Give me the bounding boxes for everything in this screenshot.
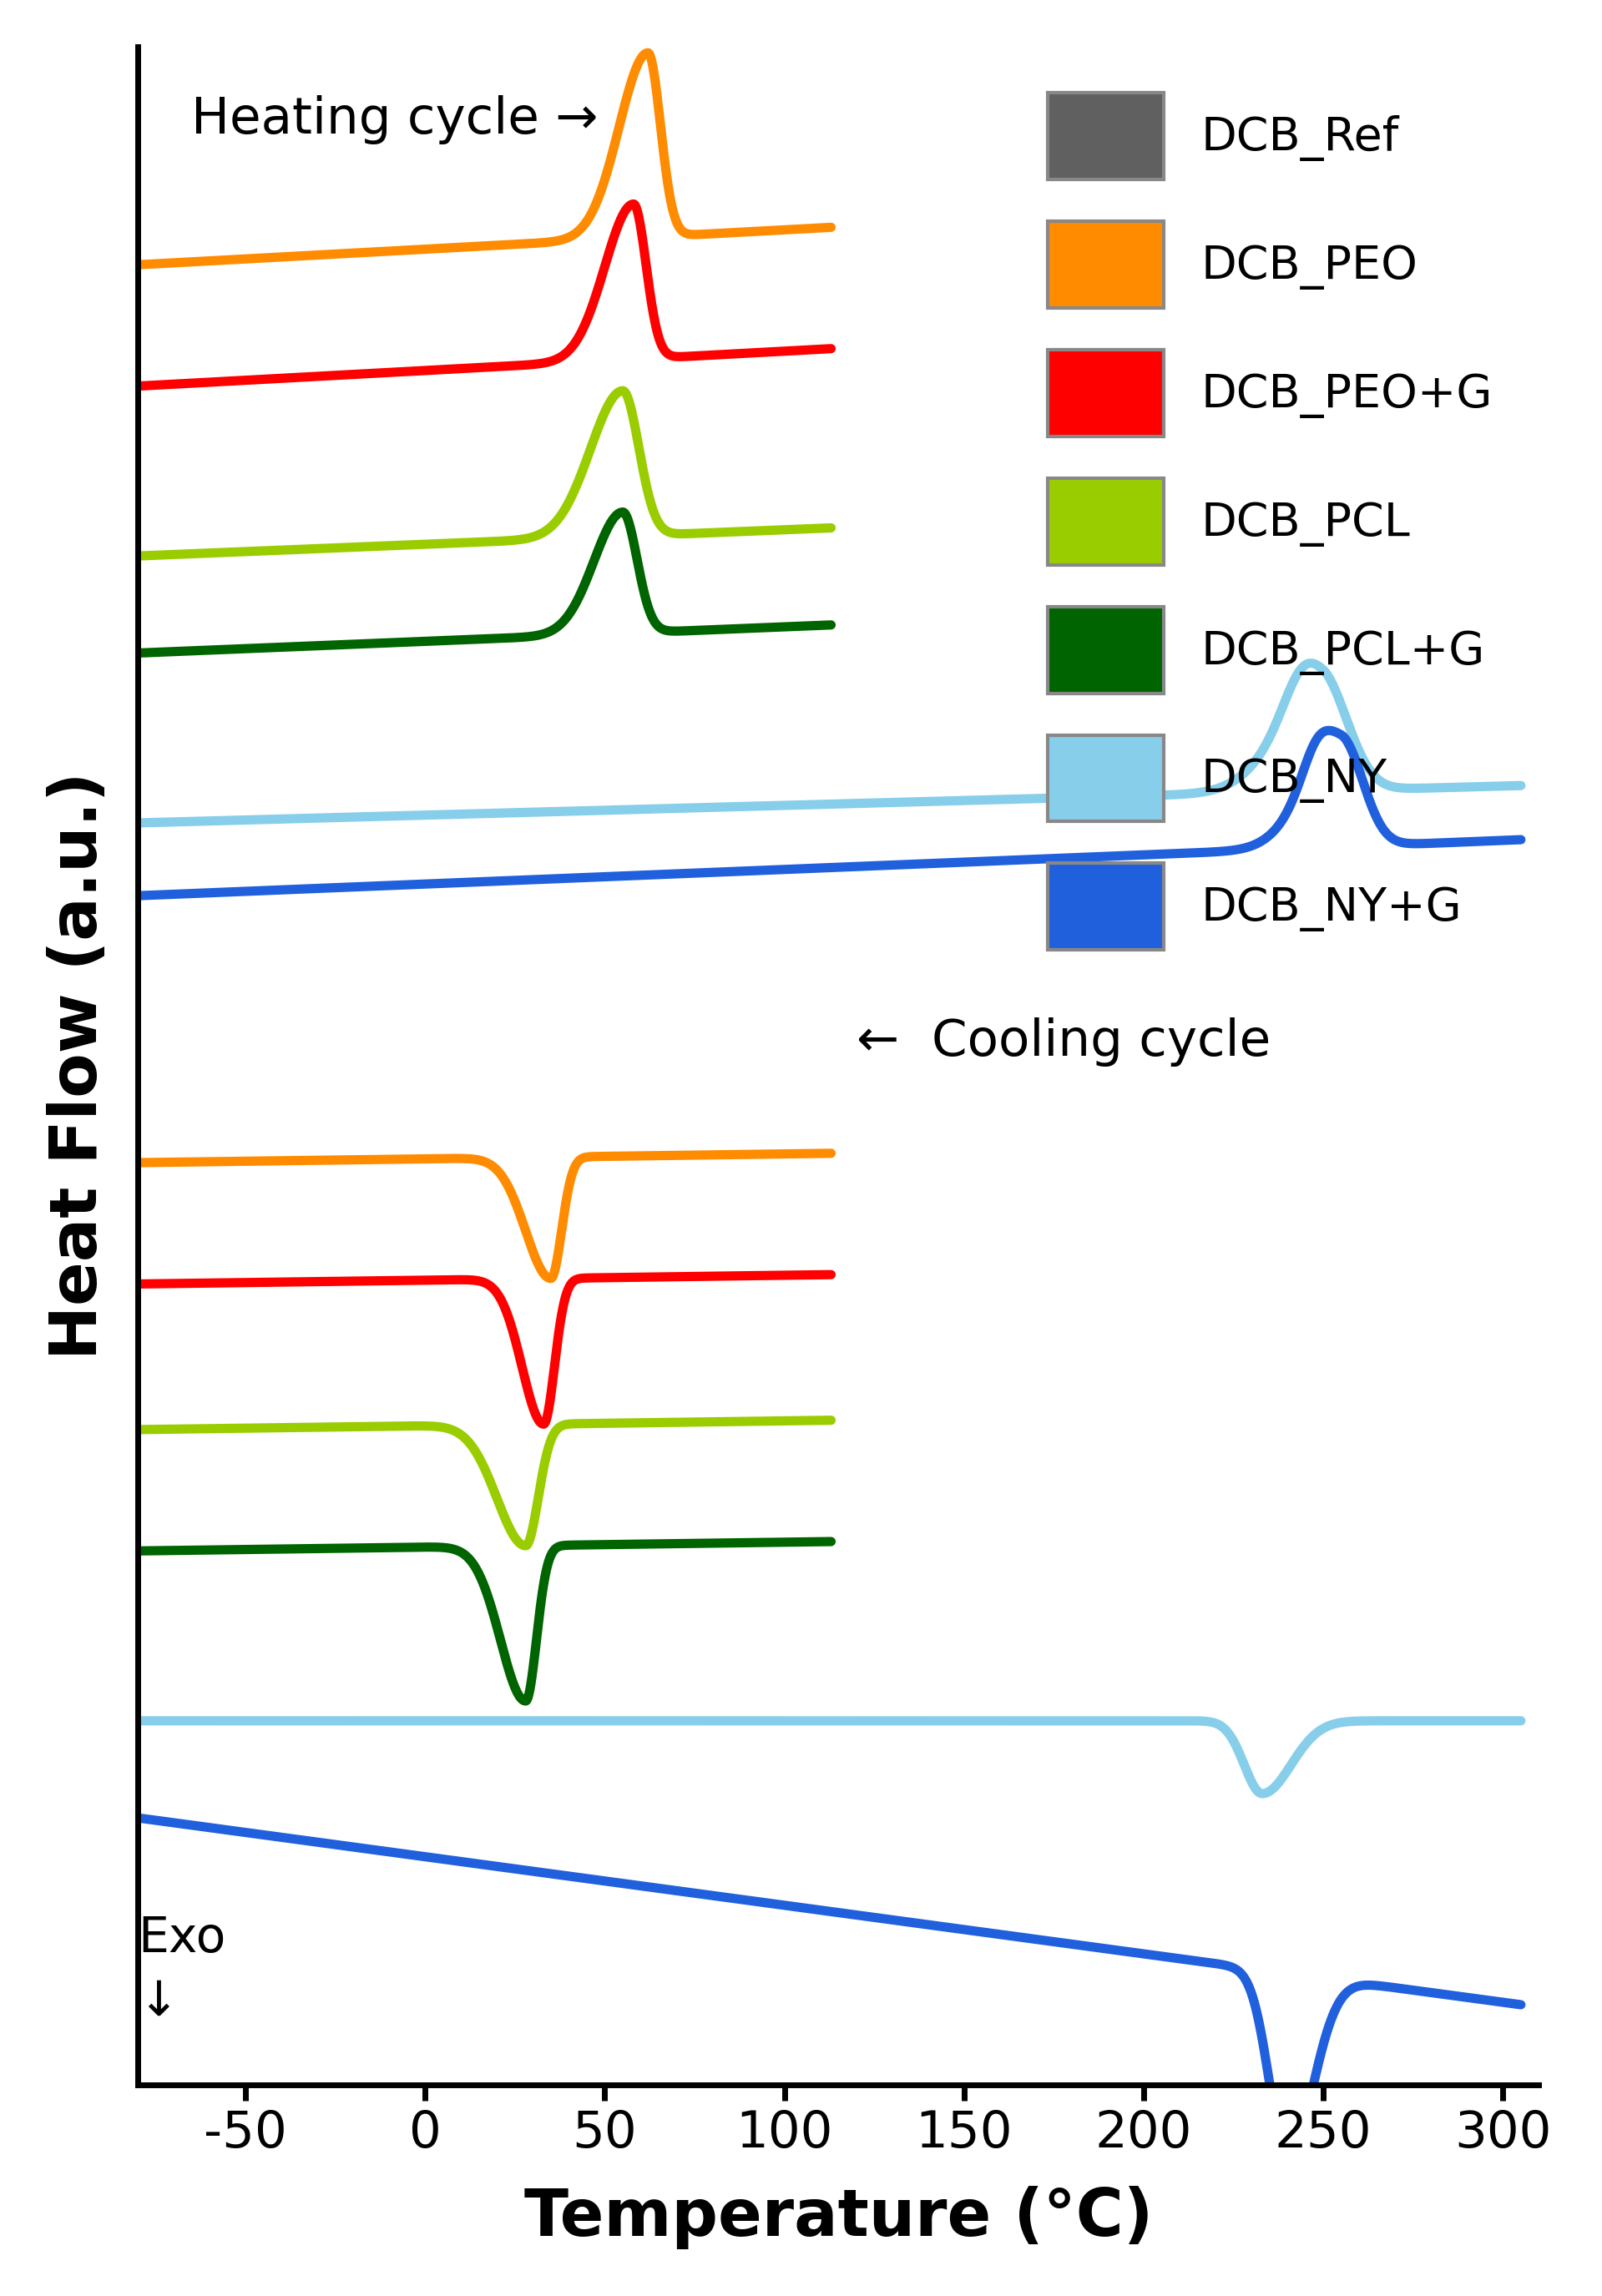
Text: Heating cycle →: Heating cycle → [192, 94, 599, 145]
Text: Exo
↓: Exo ↓ [138, 1915, 226, 2025]
Text: ←  Cooling cycle: ← Cooling cycle [855, 1017, 1270, 1065]
Legend: DCB_Ref, DCB_PEO, DCB_PEO+G, DCB_PCL, DCB_PCL+G, DCB_NY, DCB_NY+G: DCB_Ref, DCB_PEO, DCB_PEO+G, DCB_PCL, DC… [1025, 69, 1515, 974]
Y-axis label: Heat Flow (a.u.): Heat Flow (a.u.) [46, 771, 111, 1359]
X-axis label: Temperature (°C): Temperature (°C) [524, 2186, 1153, 2250]
